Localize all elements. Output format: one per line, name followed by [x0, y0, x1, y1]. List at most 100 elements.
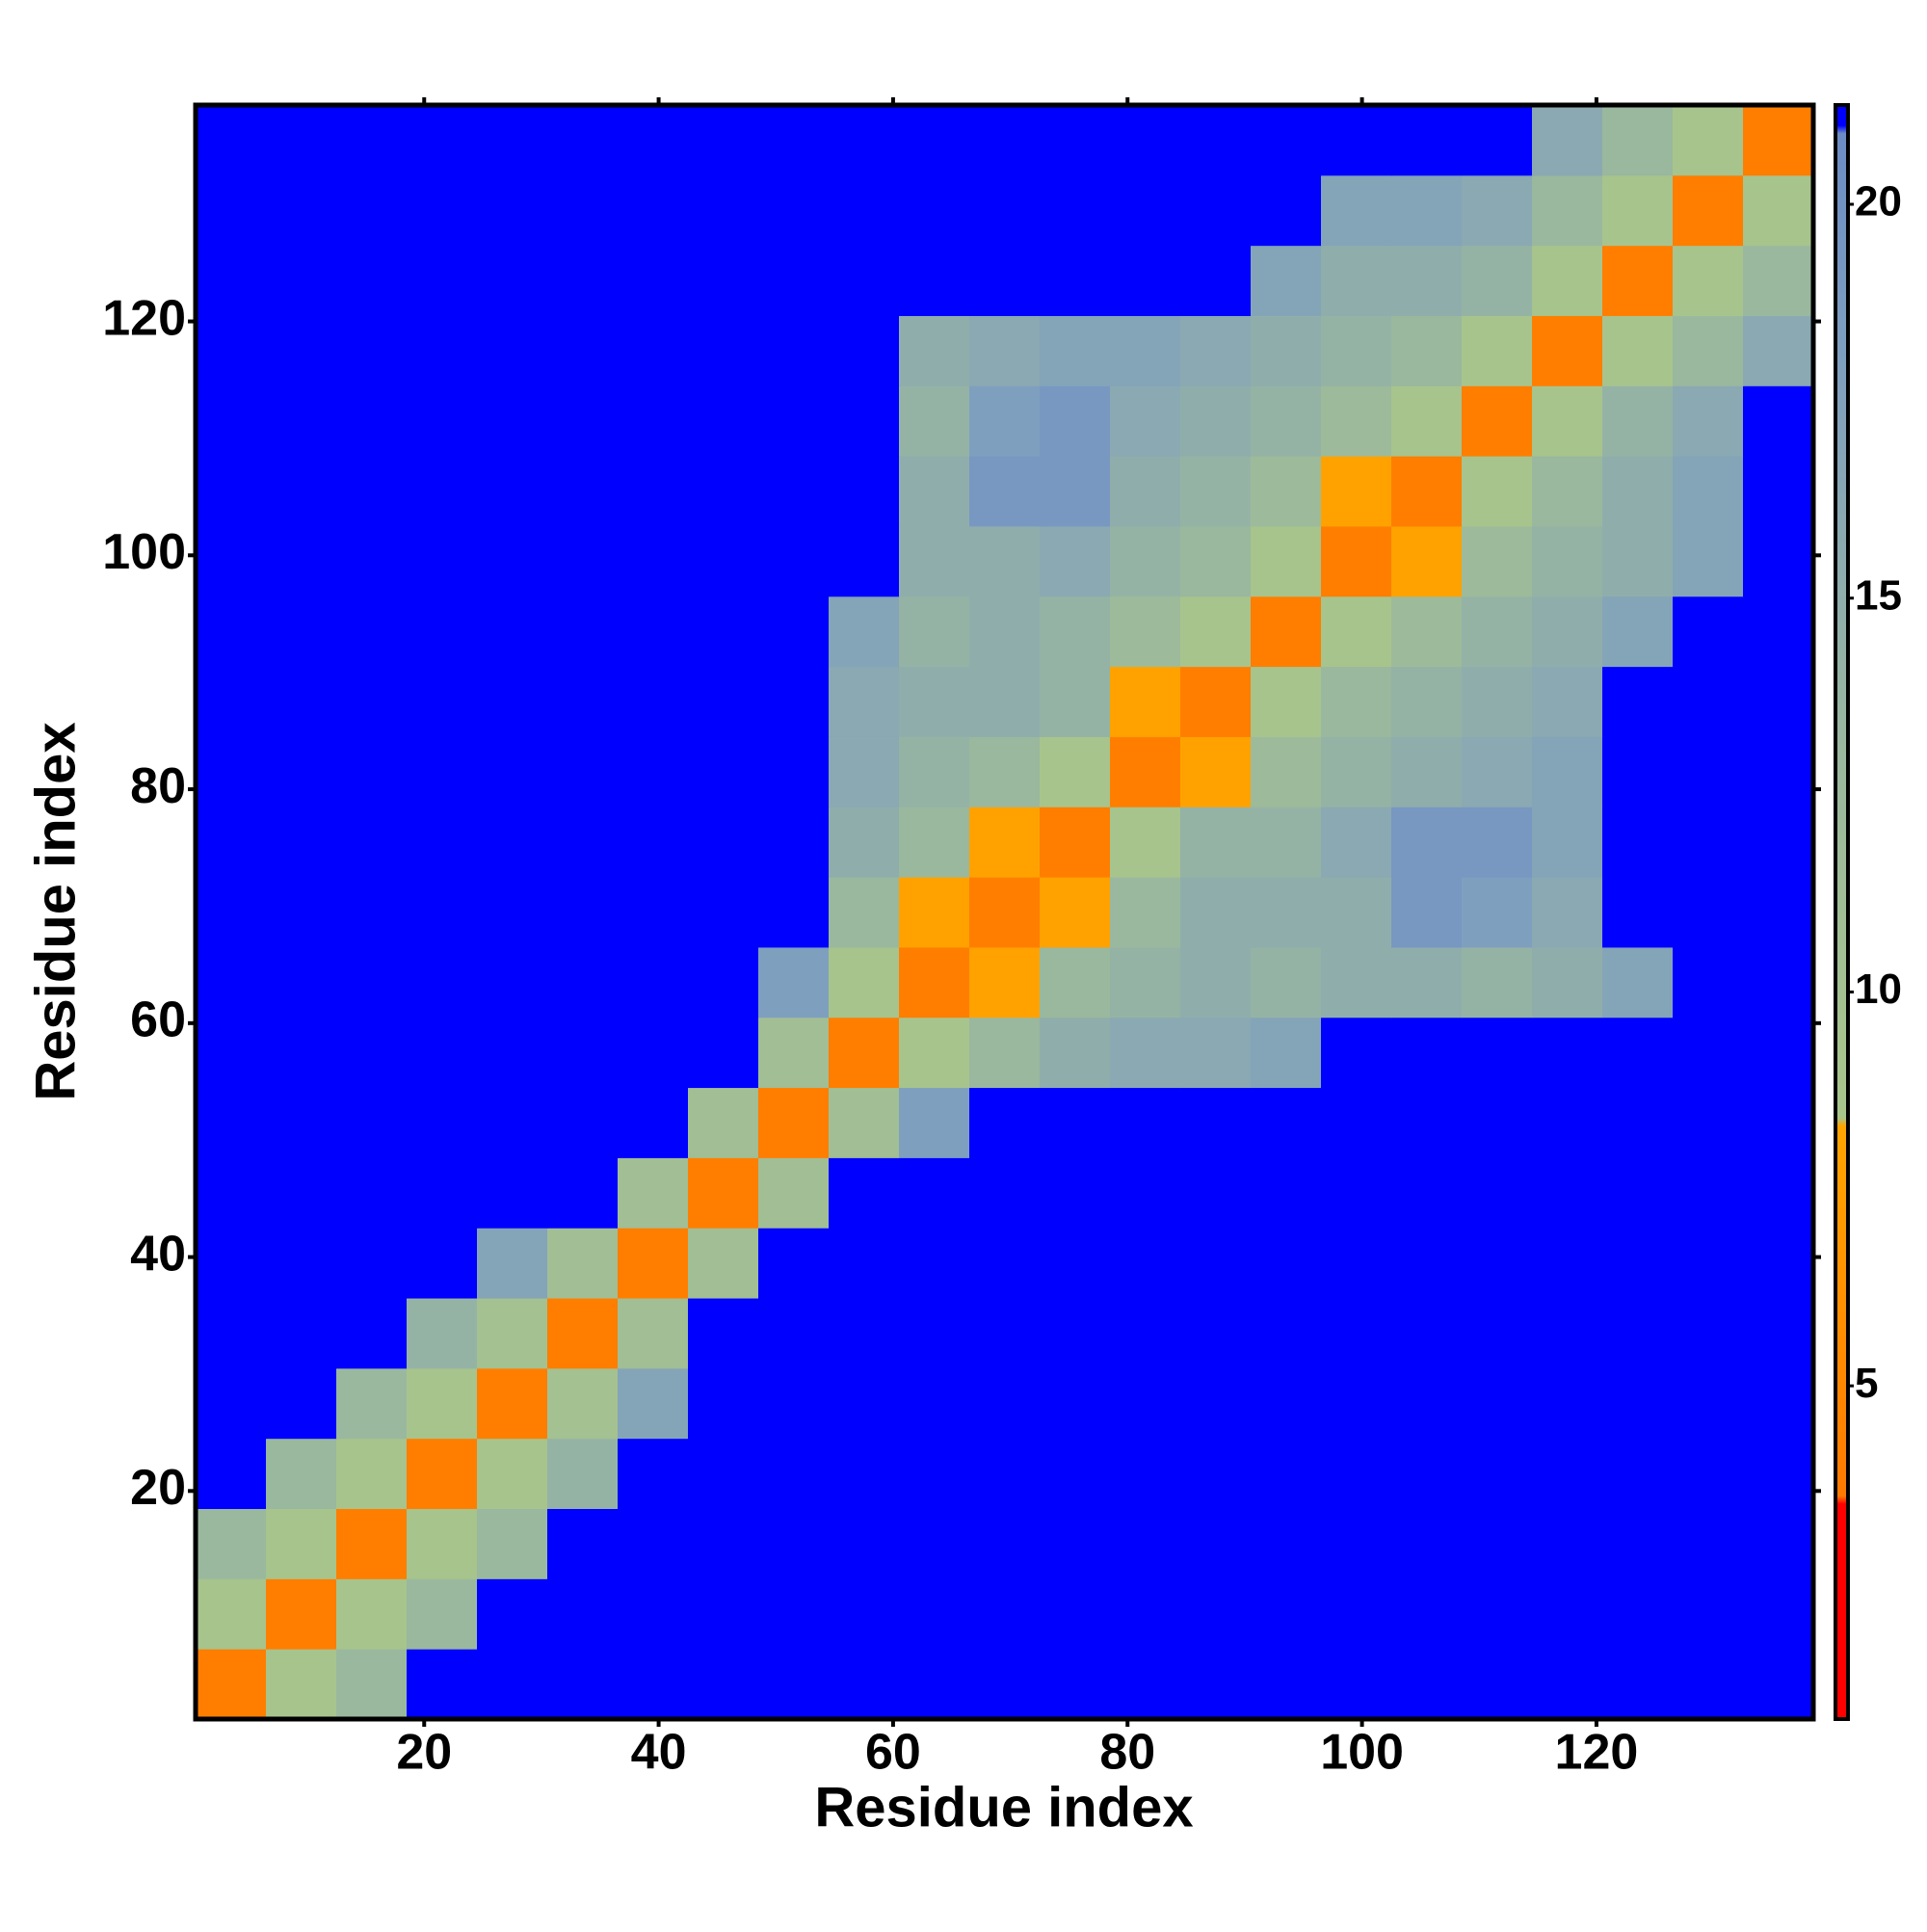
- heatmap-cell: [1673, 1578, 1744, 1650]
- heatmap-cell: [1321, 1298, 1392, 1369]
- heatmap-cell: [407, 1367, 478, 1440]
- heatmap-cell: [1321, 315, 1392, 386]
- heatmap-cell: [1673, 315, 1744, 386]
- heatmap-cell: [547, 1157, 619, 1229]
- heatmap-cell: [547, 174, 619, 247]
- heatmap-cell: [1673, 1087, 1744, 1158]
- heatmap-cell: [1532, 807, 1603, 878]
- heatmap-cell: [1110, 807, 1181, 878]
- heatmap-cell: [547, 1438, 619, 1510]
- heatmap-cell: [1321, 1649, 1392, 1720]
- heatmap-cell: [899, 1087, 970, 1158]
- heatmap-cell: [336, 1649, 408, 1720]
- heatmap-cell: [477, 245, 548, 316]
- heatmap-cell: [1673, 1017, 1744, 1089]
- heatmap-cell: [1673, 736, 1744, 807]
- y-tick-label: 40: [130, 1226, 186, 1282]
- heatmap-cell: [1321, 1438, 1392, 1510]
- heatmap-cell: [1602, 456, 1674, 527]
- heatmap-cell: [1321, 666, 1392, 737]
- heatmap-cell: [618, 1228, 689, 1299]
- heatmap-cell: [1180, 807, 1252, 878]
- heatmap-cell: [547, 385, 619, 457]
- heatmap-cell: [477, 105, 548, 176]
- heatmap-cell: [758, 1508, 830, 1579]
- heatmap-cell: [969, 666, 1041, 737]
- heatmap-cell: [1673, 666, 1744, 737]
- heatmap-cell: [1391, 315, 1463, 386]
- heatmap-cell: [1251, 1649, 1322, 1720]
- heatmap-cell: [1180, 1228, 1252, 1299]
- heatmap-cell: [1040, 1578, 1111, 1650]
- heatmap-cell: [758, 1228, 830, 1299]
- heatmap-cell: [1040, 1367, 1111, 1440]
- heatmap-cell: [1532, 245, 1603, 316]
- heatmap-cell: [1673, 946, 1744, 1019]
- heatmap-cell: [1602, 315, 1674, 386]
- heatmap: [196, 105, 1814, 1720]
- plot-frame: [193, 102, 1816, 1722]
- heatmap-cell: [969, 1367, 1041, 1440]
- heatmap-cell: [1040, 385, 1111, 457]
- heatmap-cell: [899, 1298, 970, 1369]
- heatmap-cell: [758, 1298, 830, 1369]
- heatmap-cell: [618, 877, 689, 948]
- heatmap-cell: [1110, 1508, 1181, 1579]
- heatmap-cell: [1251, 385, 1322, 457]
- heatmap-cell: [1040, 1298, 1111, 1369]
- heatmap-cell: [1602, 1438, 1674, 1510]
- heatmap-cell: [1462, 1649, 1533, 1720]
- heatmap-cell: [829, 946, 900, 1019]
- heatmap-cell: [688, 1087, 759, 1158]
- heatmap-cell: [477, 946, 548, 1019]
- heatmap-cell: [899, 1438, 970, 1510]
- heatmap-cell: [1180, 1438, 1252, 1510]
- heatmap-cell: [899, 595, 970, 668]
- heatmap-cell: [1602, 1228, 1674, 1299]
- heatmap-cell: [969, 105, 1041, 176]
- heatmap-cell: [688, 245, 759, 316]
- heatmap-cell: [1602, 1087, 1674, 1158]
- heatmap-cell: [336, 1578, 408, 1650]
- heatmap-cell: [688, 1228, 759, 1299]
- heatmap-cell: [899, 1649, 970, 1720]
- heatmap-cell: [829, 315, 900, 386]
- heatmap-cell: [1602, 105, 1674, 176]
- heatmap-cell: [266, 1157, 337, 1229]
- heatmap-cell: [618, 525, 689, 597]
- heatmap-cell: [266, 1438, 337, 1510]
- heatmap-cell: [758, 877, 830, 948]
- heatmap-cell: [196, 807, 267, 878]
- heatmap-cell: [688, 1017, 759, 1089]
- heatmap-cell: [1110, 946, 1181, 1019]
- heatmap-cell: [758, 1367, 830, 1440]
- heatmap-cell: [1110, 1228, 1181, 1299]
- heatmap-cell: [1462, 807, 1533, 878]
- heatmap-cell: [758, 105, 830, 176]
- heatmap-cell: [336, 245, 408, 316]
- heatmap-cell: [1180, 1017, 1252, 1089]
- heatmap-cell: [547, 1228, 619, 1299]
- heatmap-cell: [1251, 595, 1322, 668]
- heatmap-cell: [1180, 1087, 1252, 1158]
- heatmap-cell: [336, 1367, 408, 1440]
- y-tick-label: 120: [102, 290, 186, 346]
- heatmap-cell: [688, 1367, 759, 1440]
- heatmap-cell: [1040, 736, 1111, 807]
- heatmap-cell: [969, 1578, 1041, 1650]
- heatmap-cell: [1251, 1228, 1322, 1299]
- heatmap-cell: [1743, 1508, 1814, 1579]
- heatmap-cell: [1251, 1438, 1322, 1510]
- heatmap-cell: [1462, 1438, 1533, 1510]
- heatmap-cell: [1180, 1367, 1252, 1440]
- heatmap-cell: [1602, 736, 1674, 807]
- heatmap-cell: [688, 1649, 759, 1720]
- heatmap-cell: [407, 315, 478, 386]
- heatmap-cell: [477, 1017, 548, 1089]
- heatmap-cell: [1110, 1438, 1181, 1510]
- heatmap-cell: [1673, 174, 1744, 247]
- heatmap-cell: [899, 245, 970, 316]
- heatmap-cell: [758, 315, 830, 386]
- heatmap-cell: [407, 666, 478, 737]
- heatmap-cell: [336, 525, 408, 597]
